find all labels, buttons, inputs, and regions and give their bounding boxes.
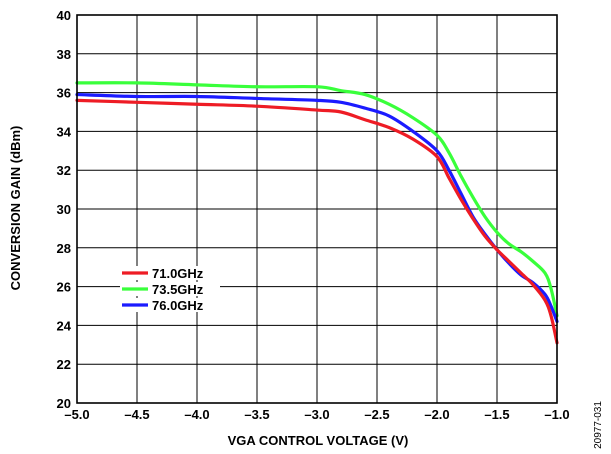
x-tick-label: –2.5: [364, 407, 389, 422]
x-tick-labels: –5.0 –4.5 –4.0 –3.5 –3.0 –2.5 –2.0 –1.5 –1.0: [64, 407, 569, 422]
y-tick-label: 36: [57, 86, 71, 101]
y-tick-label: 32: [57, 163, 71, 178]
legend-label: 73.5GHz: [152, 282, 204, 297]
y-tick-labels: 20 22 24 26 28 30 32 34 36 38 40: [57, 8, 72, 411]
x-tick-label: –1.0: [544, 407, 569, 422]
y-tick-label: 40: [57, 8, 71, 23]
legend-label: 76.0GHz: [152, 298, 204, 313]
x-tick-label: –2.0: [424, 407, 449, 422]
series-lines: [75, 81, 559, 345]
x-tick-label: –4.0: [184, 407, 209, 422]
y-tick-label: 22: [57, 357, 71, 372]
legend-background: [120, 298, 220, 312]
y-tick-label: 30: [57, 202, 71, 217]
plot-frame: [76, 14, 558, 404]
y-tick-label: 26: [57, 280, 71, 295]
series-line-73-5ghz: [75, 81, 559, 318]
y-tick-label: 24: [57, 318, 72, 333]
x-axis-title: VGA CONTROL VOLTAGE (V): [228, 433, 409, 448]
x-tick-label: –5.0: [64, 407, 89, 422]
figure-id: 20977-031: [593, 401, 604, 449]
y-axis-title: CONVERSION GAIN (dBm): [8, 126, 23, 291]
legend-background: [120, 266, 220, 280]
y-tick-label: 34: [57, 124, 72, 139]
y-tick-label: 38: [57, 47, 71, 62]
x-tick-label: –3.5: [244, 407, 269, 422]
legend-background: [120, 282, 220, 296]
series-line-71-0ghz: [75, 98, 559, 345]
x-tick-label: –1.5: [484, 407, 509, 422]
y-tick-label: 28: [57, 241, 71, 256]
x-tick-label: –4.5: [124, 407, 149, 422]
x-tick-label: –3.0: [304, 407, 329, 422]
legend-label: 71.0GHz: [152, 266, 204, 281]
y-tick-label: 20: [57, 396, 71, 411]
grid-lines: [77, 15, 557, 403]
